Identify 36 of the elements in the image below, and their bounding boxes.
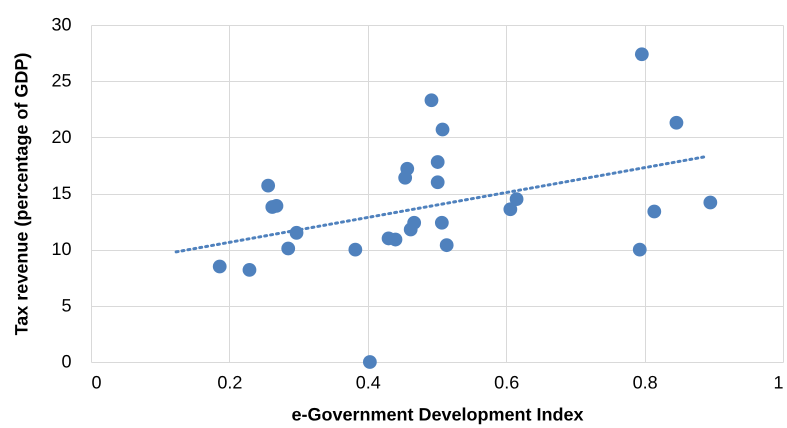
x-axis-title: e-Government Development Index [291,404,584,424]
point [510,192,524,206]
y-tick-label: 5 [61,295,72,316]
y-axis-title: Tax revenue (percentage of GDP) [11,52,32,336]
y-tick-label: 25 [51,70,72,91]
x-tick-label: 0 [92,372,102,392]
x-tick-label: 1 [773,372,784,392]
x-tick-label: 0.8 [632,372,658,392]
point [703,196,718,210]
point [407,216,422,230]
point [212,260,227,274]
point [440,238,454,252]
y-tick-label: 10 [51,239,72,260]
point [632,242,647,257]
point [634,47,649,62]
point [430,155,445,169]
point [424,93,438,108]
point [242,263,256,277]
x-tick-label: 0.6 [494,372,520,392]
point [261,178,276,193]
point [362,355,377,369]
point [434,216,449,230]
point [436,122,450,136]
point [647,204,662,218]
point [670,116,684,130]
point [281,242,296,256]
y-tick-label: 0 [61,352,72,372]
x-tick-label: 0.4 [356,372,381,392]
y-tick-label: 20 [51,126,72,147]
point [348,242,362,257]
y-tick-label: 30 [51,14,72,34]
point [503,202,518,216]
point [430,175,445,190]
y-tick-label: 15 [51,183,72,203]
x-tick-label: 0.2 [217,372,242,392]
point [400,162,414,176]
